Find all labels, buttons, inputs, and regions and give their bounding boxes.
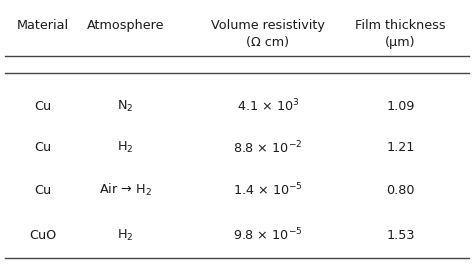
Text: 4.1 × 10$^3$: 4.1 × 10$^3$	[237, 98, 299, 115]
Text: 1.53: 1.53	[386, 229, 415, 242]
Text: Cu: Cu	[34, 184, 51, 197]
Text: CuO: CuO	[29, 229, 56, 242]
Text: Film thickness
(μm): Film thickness (μm)	[355, 19, 446, 49]
Text: H$_2$: H$_2$	[118, 140, 134, 155]
Text: H$_2$: H$_2$	[118, 228, 134, 243]
Text: 1.21: 1.21	[386, 141, 415, 154]
Text: 9.8 × 10$^{-5}$: 9.8 × 10$^{-5}$	[233, 227, 302, 244]
Text: Volume resistivity
(Ω cm): Volume resistivity (Ω cm)	[211, 19, 325, 49]
Text: Atmosphere: Atmosphere	[87, 19, 164, 32]
Text: 0.80: 0.80	[386, 184, 415, 197]
Text: Cu: Cu	[34, 141, 51, 154]
Text: N$_2$: N$_2$	[118, 99, 134, 114]
Text: 8.8 × 10$^{-2}$: 8.8 × 10$^{-2}$	[233, 139, 302, 156]
Text: Cu: Cu	[34, 100, 51, 113]
Text: 1.4 × 10$^{-5}$: 1.4 × 10$^{-5}$	[233, 182, 303, 198]
Text: Material: Material	[17, 19, 69, 32]
Text: Air → H$_2$: Air → H$_2$	[99, 182, 152, 198]
Text: 1.09: 1.09	[386, 100, 415, 113]
